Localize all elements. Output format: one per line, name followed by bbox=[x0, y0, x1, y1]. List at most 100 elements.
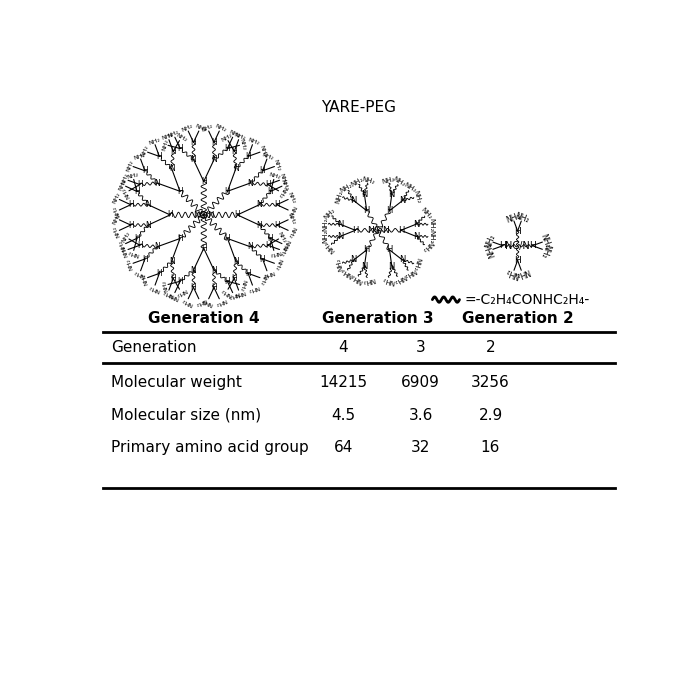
Text: NH₂: NH₂ bbox=[201, 123, 214, 133]
Text: H: H bbox=[177, 144, 183, 153]
Text: N: N bbox=[154, 178, 160, 188]
Text: NH₂: NH₂ bbox=[148, 284, 160, 293]
Text: NH₂: NH₂ bbox=[268, 172, 281, 181]
Text: N: N bbox=[169, 164, 174, 173]
Text: H: H bbox=[386, 246, 393, 254]
Text: NH₂: NH₂ bbox=[322, 218, 328, 231]
Text: NH₂: NH₂ bbox=[118, 178, 127, 191]
Text: H: H bbox=[137, 180, 143, 189]
Text: NH₂: NH₂ bbox=[262, 270, 274, 278]
Text: N: N bbox=[256, 220, 262, 230]
Text: NH₂: NH₂ bbox=[360, 176, 375, 185]
Text: 2: 2 bbox=[486, 340, 496, 355]
Text: NH₂: NH₂ bbox=[280, 178, 290, 191]
Text: NH₂: NH₂ bbox=[126, 258, 134, 271]
Text: H: H bbox=[514, 256, 521, 265]
Text: N: N bbox=[337, 220, 343, 229]
Text: N: N bbox=[146, 200, 151, 209]
Text: H: H bbox=[274, 200, 279, 209]
Text: H: H bbox=[128, 200, 134, 209]
Text: NH₂: NH₂ bbox=[201, 297, 214, 307]
Text: YARE-PEG: YARE-PEG bbox=[321, 99, 396, 115]
Text: H: H bbox=[234, 211, 240, 219]
Text: H: H bbox=[225, 144, 230, 153]
Text: NH₂: NH₂ bbox=[276, 186, 286, 199]
Text: NH₂: NH₂ bbox=[120, 173, 130, 186]
Text: H: H bbox=[170, 274, 176, 283]
Text: NH₂: NH₂ bbox=[381, 176, 395, 185]
Text: NH₂: NH₂ bbox=[127, 172, 139, 181]
Text: NH₂: NH₂ bbox=[247, 137, 260, 146]
Text: H: H bbox=[167, 211, 173, 219]
Text: H: H bbox=[177, 187, 183, 196]
Text: H: H bbox=[225, 234, 230, 243]
Text: 14215: 14215 bbox=[319, 375, 368, 391]
Text: H: H bbox=[260, 167, 265, 175]
Text: H: H bbox=[274, 220, 279, 230]
Text: Generation 3: Generation 3 bbox=[322, 312, 434, 326]
Text: NH₂: NH₂ bbox=[127, 249, 139, 258]
Text: NH₂: NH₂ bbox=[360, 276, 375, 285]
Text: H: H bbox=[211, 138, 217, 147]
Text: N: N bbox=[413, 220, 419, 229]
Text: NH₂: NH₂ bbox=[402, 267, 417, 279]
Text: H: H bbox=[529, 241, 536, 250]
Text: NH₂: NH₂ bbox=[239, 138, 246, 151]
Text: NH₂: NH₂ bbox=[174, 287, 188, 297]
Text: Generation 4: Generation 4 bbox=[148, 312, 260, 326]
Text: H: H bbox=[225, 276, 230, 286]
Text: NH₂: NH₂ bbox=[514, 211, 531, 225]
Text: H: H bbox=[352, 226, 358, 234]
Text: NH₂: NH₂ bbox=[262, 152, 274, 160]
Text: NH₂: NH₂ bbox=[339, 182, 354, 194]
Text: NH₂: NH₂ bbox=[162, 132, 174, 141]
Text: H: H bbox=[265, 241, 270, 250]
Text: NH₂: NH₂ bbox=[258, 272, 267, 285]
Text: =-C₂H₄CONHC₂H₄-: =-C₂H₄CONHC₂H₄- bbox=[465, 293, 590, 307]
Text: H: H bbox=[190, 138, 197, 147]
Text: NH₂: NH₂ bbox=[233, 132, 246, 141]
Text: NH₂: NH₂ bbox=[323, 207, 336, 220]
Text: 16: 16 bbox=[481, 440, 500, 455]
Text: N: N bbox=[247, 242, 253, 251]
Text: NH₂: NH₂ bbox=[247, 284, 260, 293]
Text: H: H bbox=[134, 187, 140, 196]
Text: NH₂: NH₂ bbox=[194, 123, 206, 133]
Text: H: H bbox=[265, 180, 270, 189]
Text: NH₂: NH₂ bbox=[323, 240, 336, 253]
Text: NH₂: NH₂ bbox=[412, 257, 421, 272]
Text: N: N bbox=[146, 220, 151, 230]
Text: NH₂: NH₂ bbox=[339, 267, 354, 279]
Text: H: H bbox=[142, 255, 148, 263]
Text: NH₂: NH₂ bbox=[278, 173, 287, 186]
Text: H: H bbox=[211, 283, 217, 292]
Text: NH₂: NH₂ bbox=[412, 189, 421, 204]
Text: H: H bbox=[201, 177, 206, 186]
Text: NH₂: NH₂ bbox=[286, 192, 296, 204]
Text: NH₂: NH₂ bbox=[350, 176, 364, 188]
Text: H: H bbox=[134, 234, 140, 243]
Text: NH₂: NH₂ bbox=[420, 240, 434, 253]
Text: H: H bbox=[177, 234, 183, 243]
Text: H: H bbox=[514, 227, 521, 235]
Text: N: N bbox=[399, 256, 405, 265]
Text: NH₂: NH₂ bbox=[233, 288, 246, 298]
Text: H: H bbox=[386, 206, 393, 215]
Text: N: N bbox=[389, 262, 395, 270]
Text: NH₂: NH₂ bbox=[118, 239, 127, 251]
Text: NC/N: NC/N bbox=[367, 226, 389, 234]
Text: NH₂: NH₂ bbox=[228, 290, 241, 300]
Text: NH₂: NH₂ bbox=[286, 205, 296, 218]
Text: H: H bbox=[142, 167, 148, 175]
Text: 3: 3 bbox=[416, 340, 426, 355]
Text: H: H bbox=[363, 206, 370, 215]
Text: H: H bbox=[245, 269, 251, 278]
Text: NH₂: NH₂ bbox=[392, 273, 407, 285]
Text: N: N bbox=[389, 190, 395, 199]
Text: H: H bbox=[232, 274, 237, 283]
Text: NH₂: NH₂ bbox=[148, 137, 160, 146]
Text: H: H bbox=[157, 152, 162, 161]
Text: N: N bbox=[351, 196, 357, 205]
Text: NH₂: NH₂ bbox=[220, 287, 233, 297]
Text: NH₂: NH₂ bbox=[140, 145, 149, 158]
